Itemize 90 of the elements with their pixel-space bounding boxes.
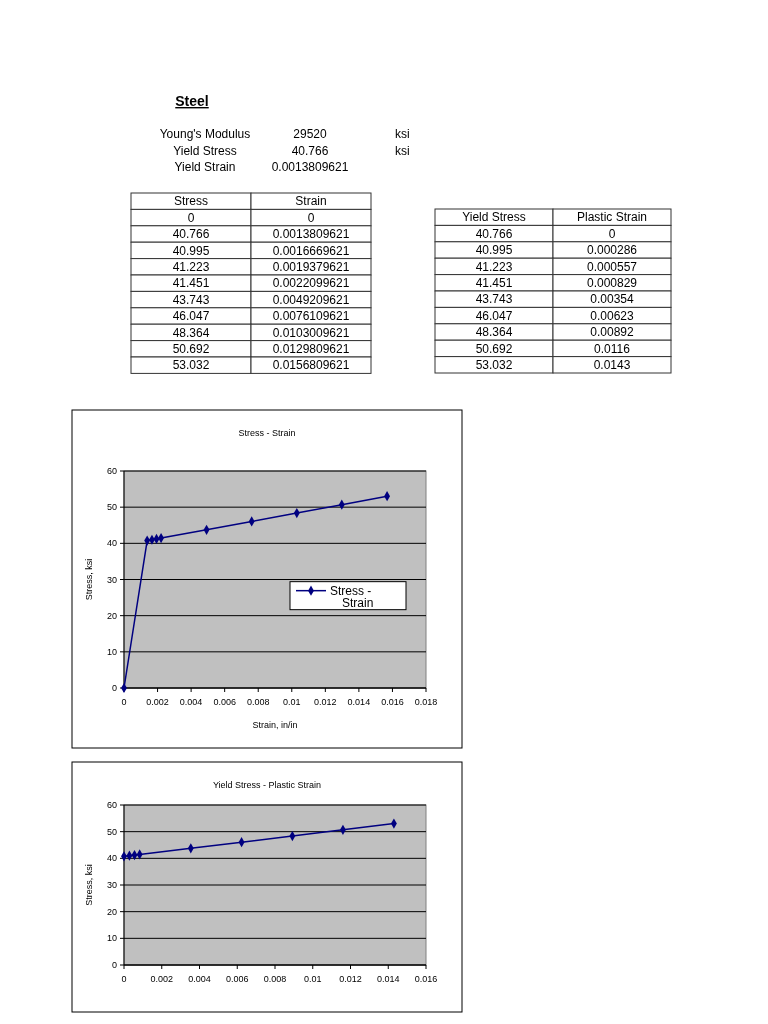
text: Yield Strain — [174, 160, 236, 174]
x-tick-label: 0.008 — [263, 974, 287, 984]
x-tick-label: 0.012 — [314, 697, 337, 707]
y-tick-label: 30 — [106, 880, 117, 890]
text: 40.766 — [172, 227, 210, 242]
text: 0.0019379621 — [272, 260, 350, 274]
y-tick-label: 10 — [106, 646, 117, 657]
x-tick-label: 0.004 — [188, 974, 211, 984]
text: 0.0013809621 — [271, 160, 349, 174]
text: 0.0013809621 — [272, 227, 350, 242]
x-tick-label: 0.004 — [179, 697, 203, 707]
text: 46.047 — [475, 308, 513, 323]
x-tick-label: 0.016 — [414, 974, 438, 984]
text: 0.0076109621 — [272, 309, 350, 324]
text: Plastic Strain — [576, 210, 648, 225]
x-tick-label: 0.014 — [347, 697, 371, 707]
text: 41.451 — [172, 276, 210, 291]
text: 0.00623 — [590, 308, 635, 323]
x-tick-label: 0.014 — [376, 974, 400, 984]
text: 43.743 — [475, 292, 513, 307]
y-tick-label: 20 — [106, 906, 117, 917]
legend-label: Stress - Strain — [330, 583, 374, 610]
x-tick-label: 0 — [121, 697, 127, 707]
x-axis-title: Strain, in/in — [252, 720, 298, 730]
y-tick-label: 0 — [111, 960, 117, 970]
text: 0.00354 — [590, 292, 635, 307]
y-axis-title: Stress, ksi — [84, 558, 94, 601]
y-tick-label: 10 — [106, 933, 117, 944]
text: 0.0016669621 — [272, 243, 350, 258]
y-tick-label: 60 — [106, 800, 117, 810]
text: Stress — [173, 194, 209, 209]
y-tick-label: 30 — [106, 574, 117, 585]
text: 46.047 — [172, 309, 210, 324]
text: 53.032 — [172, 358, 210, 373]
y-tick-label: 20 — [106, 610, 117, 621]
text: 50.692 — [475, 341, 513, 356]
y-tick-label: 40 — [106, 853, 117, 864]
text: 0.0049209621 — [272, 292, 350, 307]
text: 0 — [187, 210, 195, 225]
x-tick-label: 0.016 — [381, 697, 404, 707]
x-tick-label: 0.01 — [303, 974, 322, 984]
text: 0.000829 — [586, 276, 638, 290]
text: 29520 — [293, 127, 328, 141]
text: 48.364 — [172, 325, 210, 340]
y-tick-label: 60 — [106, 466, 117, 476]
y-tick-label: 0 — [111, 683, 117, 693]
text: 48.364 — [475, 325, 513, 340]
x-tick-label: 0.002 — [150, 974, 174, 984]
text: 0.0156809621 — [272, 358, 350, 373]
text: 40.766 — [291, 144, 329, 158]
x-tick-label: 0.018 — [414, 697, 438, 707]
x-tick-label: 0.002 — [146, 697, 169, 707]
text: 0.000557 — [586, 259, 638, 274]
y-tick-label: 50 — [106, 502, 117, 513]
chart-title: Yield Stress - Plastic Strain — [212, 780, 322, 790]
text: Yield Stress — [462, 210, 526, 225]
text: 0.0116 — [594, 341, 631, 356]
text: 0 — [608, 226, 616, 241]
text: 41.451 — [475, 276, 513, 290]
text: 0.0129809621 — [272, 342, 350, 356]
text: Young's Modulus — [159, 127, 251, 141]
x-tick-label: 0.006 — [213, 697, 236, 707]
text: 50.692 — [172, 342, 210, 356]
text: Steel — [175, 93, 209, 109]
text: 40.995 — [475, 243, 513, 258]
x-tick-label: 0.01 — [283, 697, 301, 707]
text: 41.223 — [172, 260, 210, 274]
text: 0.0022099621 — [272, 276, 350, 291]
text: 41.223 — [475, 259, 513, 274]
text: 40.766 — [475, 226, 513, 241]
text: 53.032 — [475, 358, 513, 372]
text: 0.0143 — [593, 358, 631, 372]
chart-title: Stress - Strain — [238, 428, 296, 438]
y-tick-label: 40 — [106, 538, 117, 549]
y-tick-label: 50 — [106, 826, 117, 837]
x-tick-label: 0.008 — [246, 697, 270, 707]
text: ksi — [395, 144, 410, 158]
text: 43.743 — [172, 292, 210, 307]
text: 0.0103009621 — [272, 325, 350, 340]
x-tick-label: 0.006 — [225, 974, 249, 984]
text: 0.00892 — [590, 325, 635, 340]
text: 40.995 — [172, 243, 210, 258]
text: ksi — [395, 127, 410, 141]
text: Strain — [295, 194, 327, 209]
y-axis-title: Stress, ksi — [84, 864, 94, 906]
x-tick-label: 0 — [121, 974, 127, 984]
x-tick-label: 0.012 — [339, 974, 362, 984]
text: 0.000286 — [586, 243, 638, 258]
text: 0 — [307, 210, 315, 225]
text: Yield Stress — [173, 144, 237, 158]
